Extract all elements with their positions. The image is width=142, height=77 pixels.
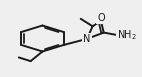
- Text: O: O: [97, 13, 105, 23]
- Text: N: N: [83, 34, 91, 44]
- Text: NH$_2$: NH$_2$: [117, 29, 137, 42]
